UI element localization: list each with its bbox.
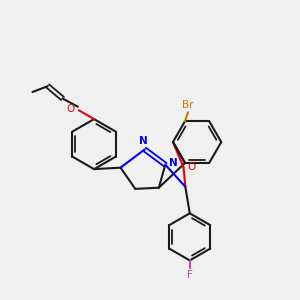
Text: N: N	[169, 158, 178, 168]
Text: O: O	[67, 104, 75, 114]
Text: Br: Br	[182, 100, 194, 110]
Text: O: O	[187, 162, 195, 172]
Text: N: N	[139, 136, 148, 146]
Text: F: F	[187, 270, 193, 280]
